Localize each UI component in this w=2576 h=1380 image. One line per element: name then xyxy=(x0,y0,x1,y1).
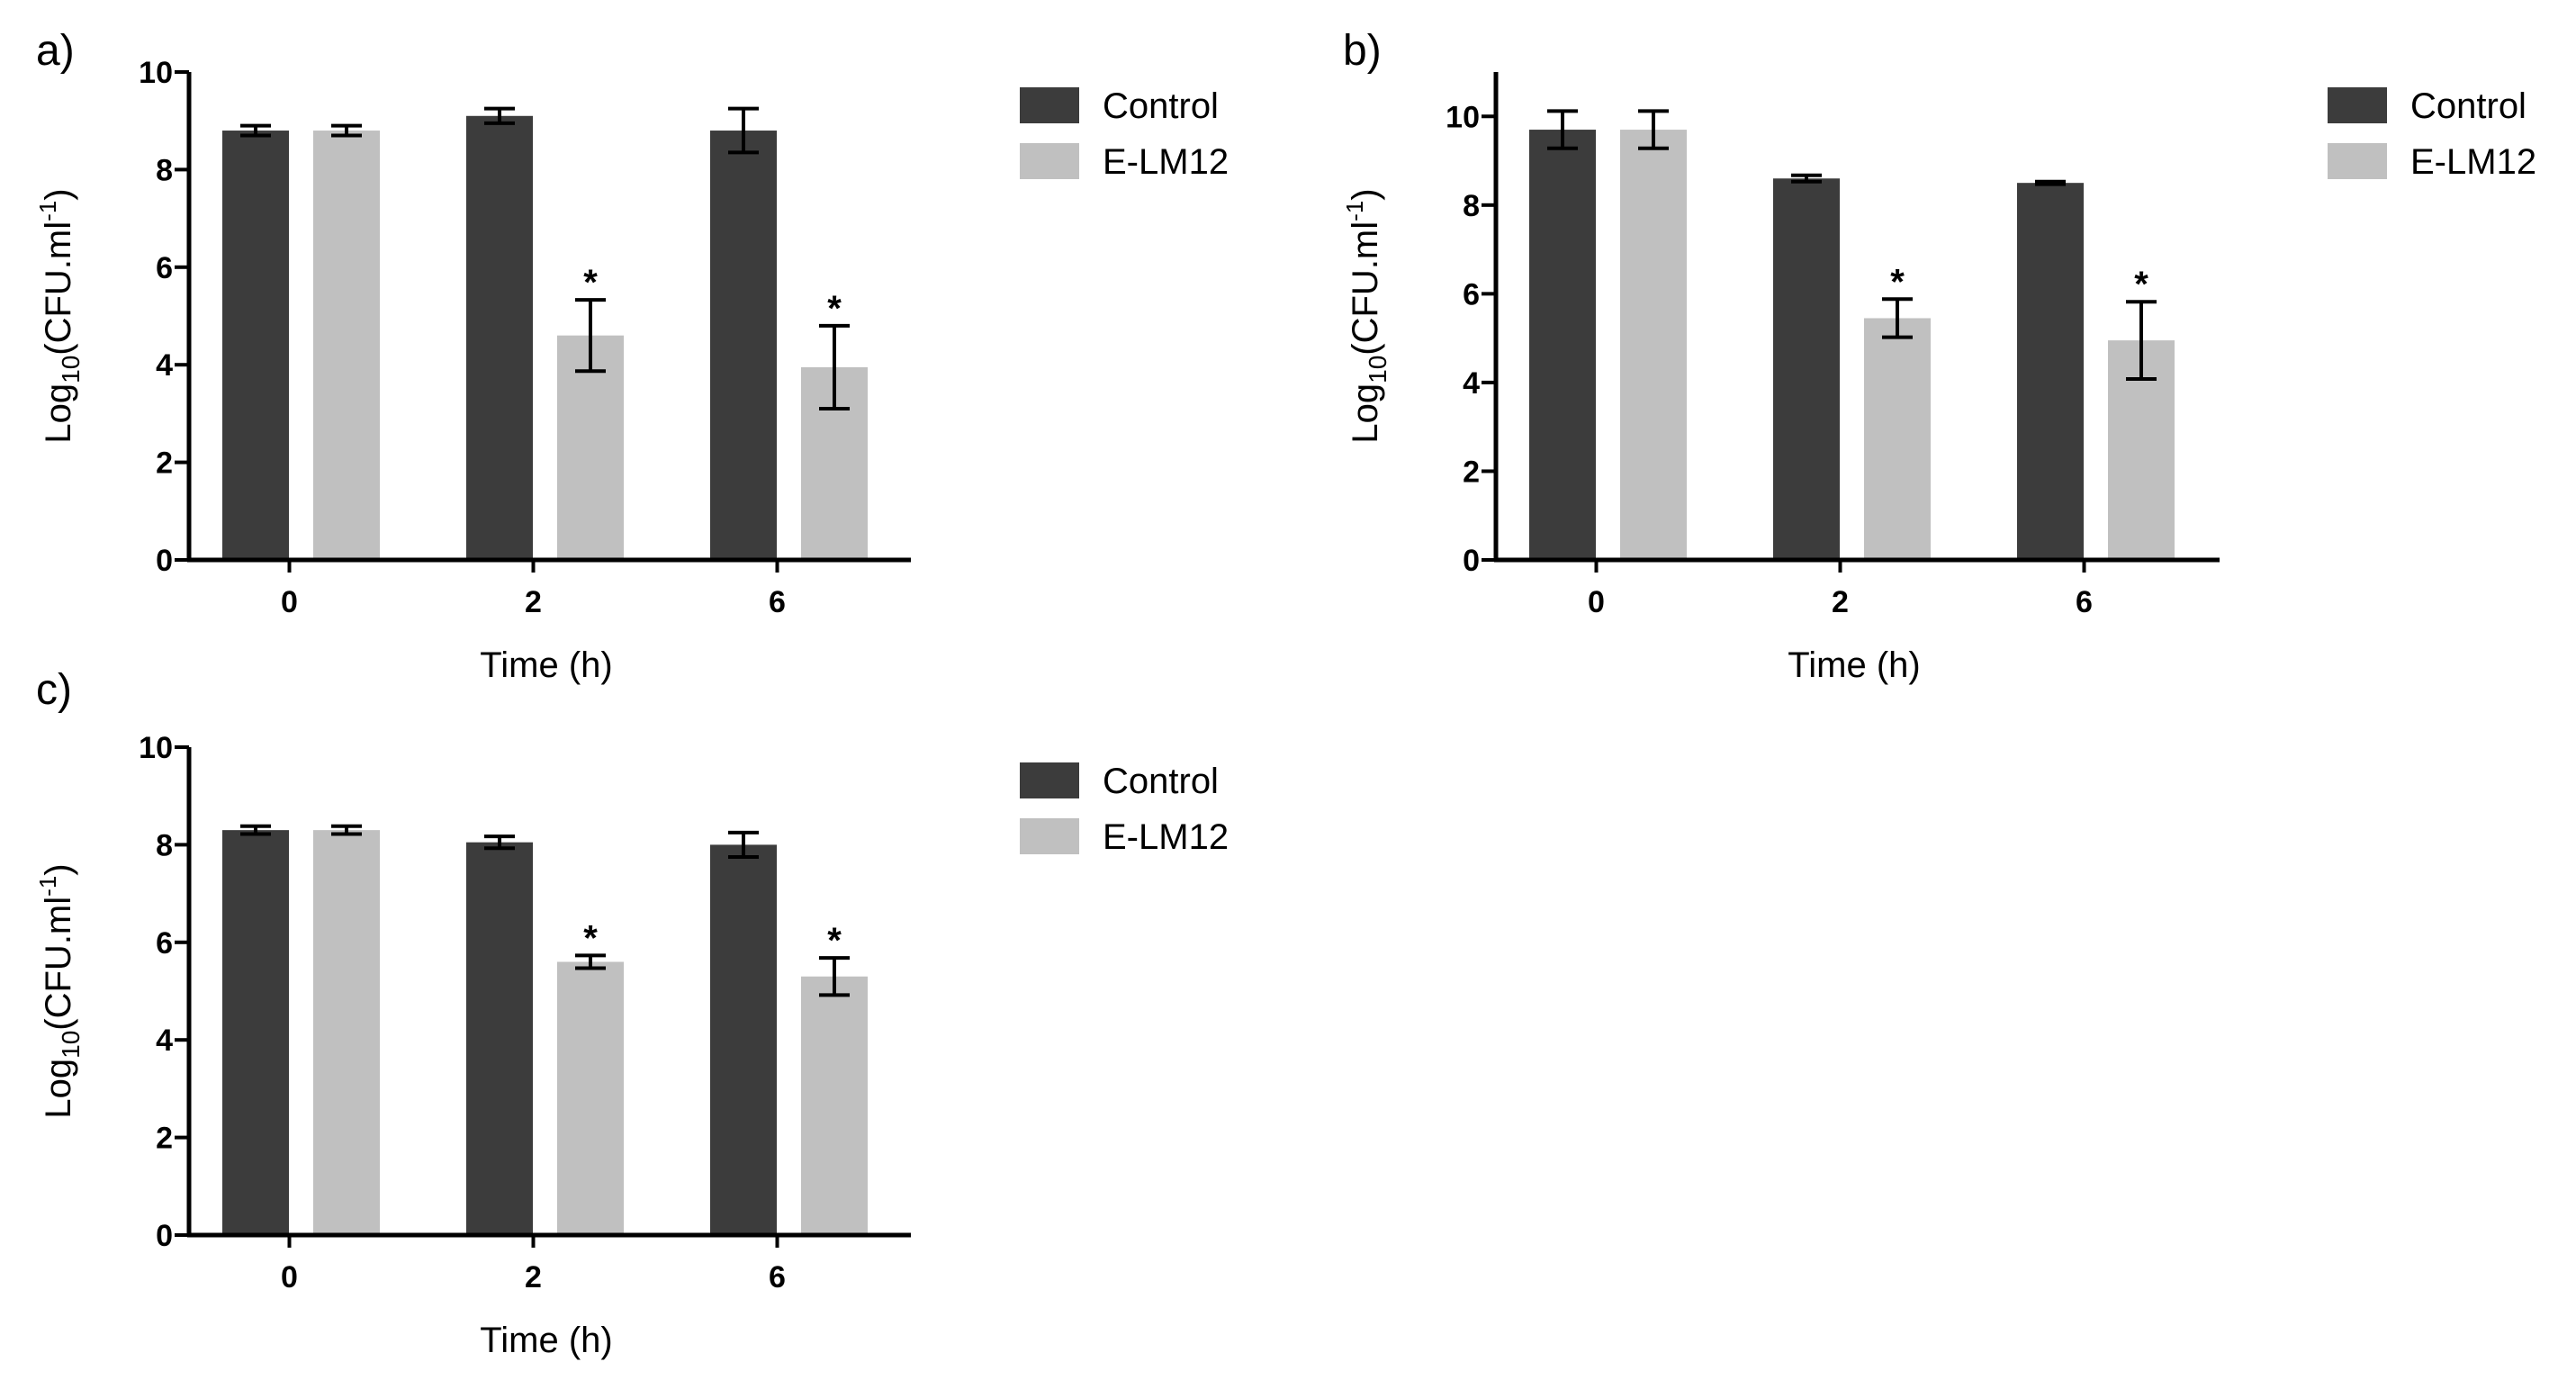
y-tick-label: 2 xyxy=(1463,455,1480,489)
x-axis-title: Time (h) xyxy=(1788,645,1920,685)
error-bar-control-t0 xyxy=(1547,109,1578,150)
y-tick-label: 0 xyxy=(156,1219,173,1253)
y-tick-label: 10 xyxy=(1446,100,1480,134)
bar-control-t0 xyxy=(222,131,289,561)
legend-label-control: Control xyxy=(2410,86,2526,126)
legend-swatch-e-lm12 xyxy=(2328,143,2387,179)
y-tick-label: 6 xyxy=(156,926,173,961)
y-axis-title: Log10(CFU.ml-1) xyxy=(34,863,85,1118)
legend-swatch-control xyxy=(2328,87,2387,123)
chart-panel-b: b) * * 0 2 4 6 8 10 0 2 6 Time (h) Log10(CFU.ml-1) Con… xyxy=(1341,27,2536,685)
bar-e-lm12-t2 xyxy=(557,961,624,1235)
significance-star: * xyxy=(1890,262,1905,302)
y-tick-label: 6 xyxy=(156,251,173,285)
error-bar-e-lm12-t6 xyxy=(819,956,850,997)
chart-panel-c: c) * * 0 2 4 6 8 10 0 2 6 Time (h) Log10(CFU.ml-1) Con… xyxy=(34,666,1229,1360)
bar-control-t6 xyxy=(710,844,777,1235)
bar-e-lm12-t6 xyxy=(801,976,868,1235)
bar-e-lm12-t0 xyxy=(1620,130,1687,560)
error-bar-control-t6 xyxy=(728,106,759,155)
y-tick-label: 0 xyxy=(156,544,173,578)
error-bar-control-t0 xyxy=(240,824,271,836)
x-tick-label: 6 xyxy=(2076,585,2093,619)
error-bar-control-t2 xyxy=(484,834,515,851)
error-bar-e-lm12-t0 xyxy=(331,123,362,138)
legend-label-control: Control xyxy=(1103,86,1219,126)
y-tick-label: 2 xyxy=(156,1122,173,1156)
significance-star: * xyxy=(827,921,842,961)
significance-star: * xyxy=(2134,265,2148,304)
x-axis-title: Time (h) xyxy=(480,1321,612,1360)
panel-letter: b) xyxy=(1343,27,1382,75)
error-bar-e-lm12-t2 xyxy=(575,953,606,970)
x-tick-label: 2 xyxy=(525,1260,542,1294)
error-bar-e-lm12-t0 xyxy=(331,824,362,836)
error-bar-e-lm12-t6 xyxy=(2126,300,2157,381)
y-axis-title: Log10(CFU.ml-1) xyxy=(1341,188,1392,443)
bar-e-lm12-t0 xyxy=(313,131,380,561)
bar-control-t0 xyxy=(1529,130,1596,560)
x-tick-label: 6 xyxy=(769,1260,786,1294)
y-tick-label: 6 xyxy=(1463,277,1480,311)
y-axis-title: Log10(CFU.ml-1) xyxy=(34,188,85,443)
y-tick-label: 8 xyxy=(1463,189,1480,223)
error-bar-e-lm12-t0 xyxy=(1638,109,1669,150)
legend-swatch-e-lm12 xyxy=(1020,143,1079,179)
bar-control-t6 xyxy=(710,131,777,561)
error-bar-control-t2 xyxy=(484,106,515,125)
significance-star: * xyxy=(583,263,598,302)
x-axis-title: Time (h) xyxy=(480,645,612,685)
y-tick-label: 2 xyxy=(156,446,173,481)
legend-label-e-lm12: E-LM12 xyxy=(2410,142,2536,182)
bar-control-t2 xyxy=(1773,178,1840,560)
legend-swatch-control xyxy=(1020,87,1079,123)
panel-letter: c) xyxy=(36,666,72,714)
y-tick-label: 10 xyxy=(139,731,173,765)
error-bar-control-t0 xyxy=(240,123,271,138)
bar-control-t2 xyxy=(466,842,533,1235)
legend-label-e-lm12: E-LM12 xyxy=(1103,142,1229,182)
x-tick-label: 2 xyxy=(1832,585,1849,619)
y-tick-label: 10 xyxy=(139,56,173,90)
bar-control-t2 xyxy=(466,115,533,560)
bar-e-lm12-t0 xyxy=(313,830,380,1235)
error-bar-e-lm12-t6 xyxy=(819,323,850,410)
significance-star: * xyxy=(583,918,598,958)
y-tick-label: 4 xyxy=(156,348,173,383)
x-tick-label: 0 xyxy=(281,585,298,619)
y-tick-label: 8 xyxy=(156,828,173,862)
y-tick-label: 0 xyxy=(1463,544,1480,578)
error-bar-control-t2 xyxy=(1791,173,1822,184)
bar-e-lm12-t2 xyxy=(1864,318,1931,560)
x-tick-label: 2 xyxy=(525,585,542,619)
chart-panel-a: a) * * 0 2 4 6 8 10 0 2 6 Time (h) Log10(CFU.ml-1) Con… xyxy=(34,27,1229,685)
error-bar-control-t6 xyxy=(728,830,759,859)
panel-letter: a) xyxy=(36,27,75,75)
y-tick-label: 4 xyxy=(1463,366,1480,401)
y-tick-label: 4 xyxy=(156,1024,173,1058)
x-tick-label: 6 xyxy=(769,585,786,619)
legend-label-control: Control xyxy=(1103,762,1219,801)
legend-label-e-lm12: E-LM12 xyxy=(1103,817,1229,857)
error-bar-e-lm12-t2 xyxy=(575,298,606,374)
legend-swatch-control xyxy=(1020,762,1079,798)
bar-control-t0 xyxy=(222,830,289,1235)
y-tick-label: 8 xyxy=(156,153,173,187)
x-tick-label: 0 xyxy=(1588,585,1605,619)
x-tick-label: 0 xyxy=(281,1260,298,1294)
error-bar-e-lm12-t2 xyxy=(1882,297,1913,339)
error-bar-control-t6 xyxy=(2035,179,2066,186)
bar-control-t6 xyxy=(2017,183,2084,560)
legend-swatch-e-lm12 xyxy=(1020,818,1079,854)
significance-star: * xyxy=(827,289,842,329)
